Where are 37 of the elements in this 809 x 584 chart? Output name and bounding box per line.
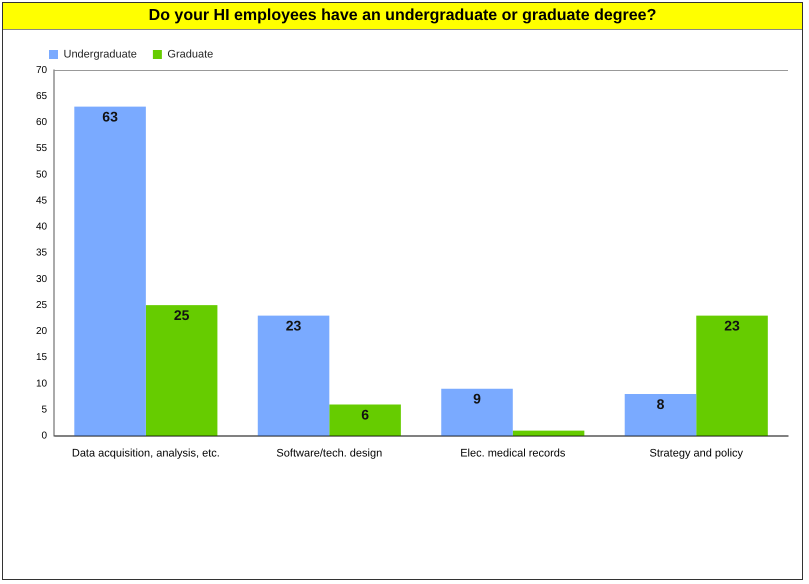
- x-tick-label: Data acquisition, analysis, etc.: [72, 447, 220, 460]
- x-tick-label: Software/tech. design: [276, 447, 382, 460]
- chart-title: Do your HI employees have an undergraduate or graduate degree?: [3, 3, 802, 30]
- bar: [512, 430, 584, 436]
- bar: [329, 404, 401, 436]
- bar: [74, 106, 146, 436]
- y-tick-label: 15: [36, 352, 48, 364]
- bar: [441, 388, 513, 436]
- data-label: 23: [286, 317, 302, 334]
- data-label: 23: [724, 317, 740, 334]
- bar: [146, 305, 218, 436]
- bar: [258, 316, 330, 436]
- x-tick-label: Elec. medical records: [460, 447, 566, 460]
- y-tick-label: 20: [36, 326, 48, 338]
- y-tick-label: 55: [36, 143, 48, 154]
- legend-label: Graduate: [167, 48, 214, 61]
- data-label: 6: [361, 406, 370, 422]
- y-tick-label: 5: [42, 404, 48, 416]
- data-label: 63: [102, 108, 118, 124]
- y-tick-label: 30: [36, 274, 48, 285]
- y-tick-label: 10: [36, 378, 48, 390]
- y-tick-label: 0: [42, 430, 48, 442]
- legend-label: Undergraduate: [64, 48, 137, 61]
- y-tick-label: 65: [36, 90, 48, 102]
- x-tick-label: Strategy and policy: [649, 447, 744, 460]
- y-tick-label: 25: [36, 300, 48, 311]
- bar: [624, 394, 696, 436]
- y-tick-label: 60: [36, 117, 48, 128]
- data-label: 25: [174, 307, 190, 324]
- y-tick-label: 45: [36, 195, 48, 206]
- bar: [696, 316, 768, 436]
- y-tick-label: 70: [36, 64, 48, 76]
- data-label: 9: [473, 390, 482, 407]
- data-label: 8: [656, 396, 665, 412]
- y-tick-label: 40: [36, 222, 48, 233]
- y-tick-label: 35: [36, 248, 48, 259]
- y-tick-label: 50: [36, 169, 48, 180]
